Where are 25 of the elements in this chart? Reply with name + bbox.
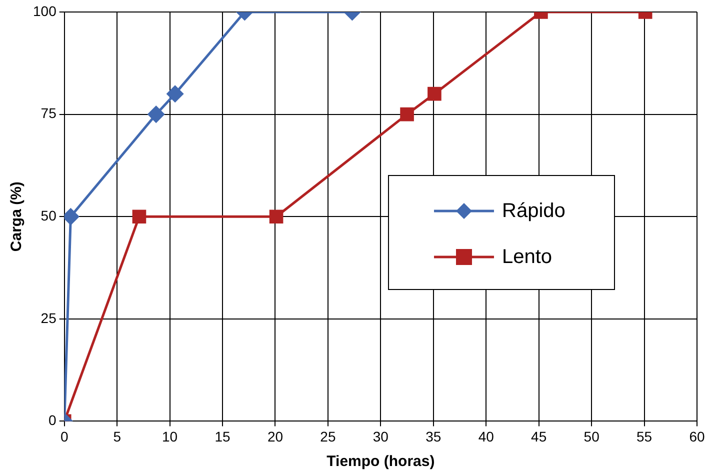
x-tick-label: 30 xyxy=(372,428,389,444)
x-tick-label: 35 xyxy=(426,428,442,444)
y-tick-label: 75 xyxy=(40,105,57,122)
x-tick-label: 5 xyxy=(113,428,122,444)
legend-label: Lento xyxy=(502,246,552,268)
point xyxy=(64,208,79,225)
point xyxy=(132,210,146,224)
y-axis-title: Carga (%) xyxy=(8,182,26,252)
y-tick-label: 25 xyxy=(40,310,57,326)
x-tick-label: 20 xyxy=(267,428,284,444)
y-tick-label: 100 xyxy=(33,2,57,19)
x-tick-label: 40 xyxy=(478,428,494,444)
y-tick-label: 50 xyxy=(40,207,57,224)
x-axis-title: Tiempo (horas) xyxy=(326,453,435,470)
x-tick-label: 45 xyxy=(531,428,547,444)
x-tick-label: 0 xyxy=(60,428,68,444)
x-tick-label: 60 xyxy=(689,428,705,444)
x-tick-label: 50 xyxy=(584,428,600,444)
y-tick-label: 0 xyxy=(48,412,57,428)
x-tick-label: 15 xyxy=(214,428,231,444)
point xyxy=(269,210,284,224)
x-tick-label: 10 xyxy=(162,428,178,444)
x-tick-label: 25 xyxy=(320,428,336,444)
legend-label: Rápido xyxy=(502,200,566,222)
x-tick-label: 55 xyxy=(636,428,652,444)
